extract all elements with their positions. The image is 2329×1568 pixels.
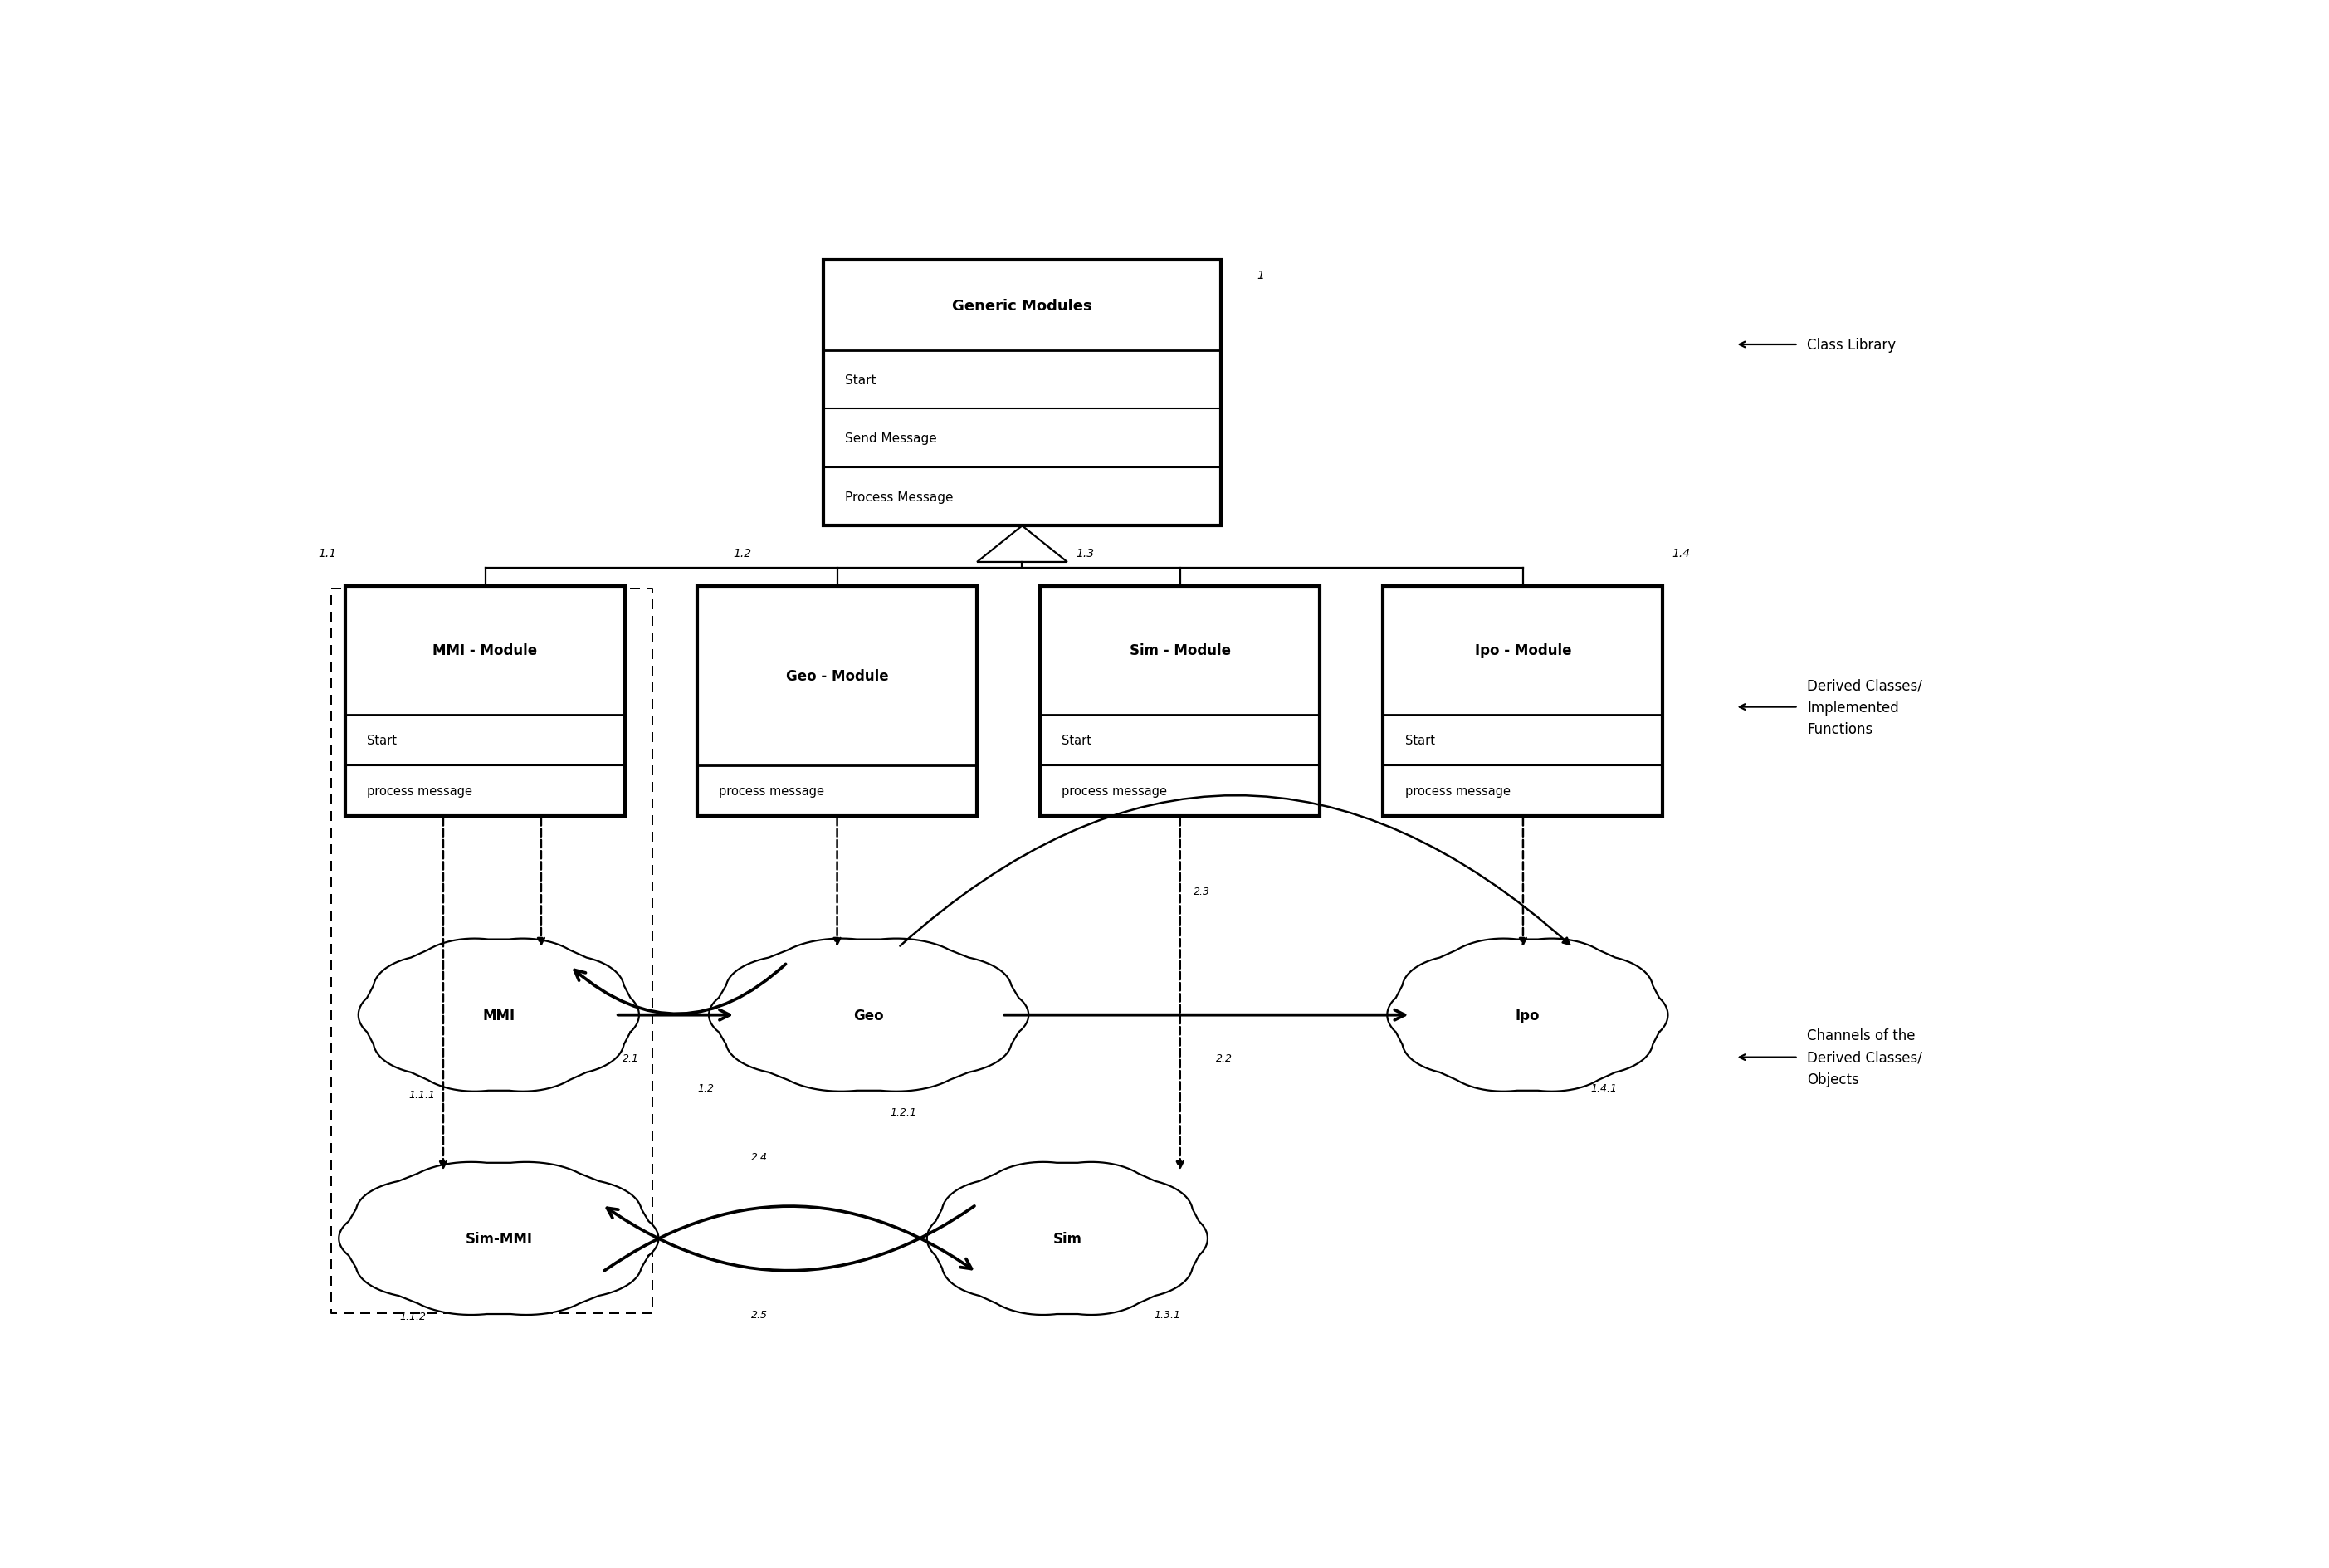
- Text: Start: Start: [845, 373, 876, 386]
- Text: Generic Modules: Generic Modules: [953, 298, 1092, 314]
- Text: 2.2: 2.2: [1216, 1052, 1232, 1063]
- Bar: [1041, 586, 1321, 815]
- Text: Process Message: Process Message: [845, 491, 953, 503]
- Bar: [696, 586, 978, 815]
- Text: Geo: Geo: [852, 1008, 885, 1022]
- Text: 1.1.1: 1.1.1: [408, 1090, 436, 1099]
- Text: 1.2: 1.2: [734, 547, 752, 558]
- Text: Send Message: Send Message: [845, 433, 936, 445]
- Polygon shape: [359, 939, 638, 1091]
- Text: 1: 1: [1258, 270, 1265, 281]
- Text: MMI - Module: MMI - Module: [433, 643, 538, 659]
- Bar: [345, 586, 624, 815]
- Bar: [1383, 586, 1663, 815]
- Text: 1.3: 1.3: [1076, 547, 1095, 558]
- Text: Start: Start: [1062, 734, 1092, 746]
- Text: Class Library: Class Library: [1807, 337, 1896, 353]
- Polygon shape: [927, 1162, 1209, 1316]
- Text: 2.4: 2.4: [752, 1152, 769, 1162]
- Polygon shape: [338, 1162, 659, 1316]
- Text: 1.2.1: 1.2.1: [890, 1107, 918, 1118]
- Text: 1.1: 1.1: [319, 547, 338, 558]
- Text: Ipo: Ipo: [1516, 1008, 1539, 1022]
- Bar: [824, 260, 1220, 527]
- Text: process message: process message: [1404, 784, 1509, 797]
- Text: Sim-MMI: Sim-MMI: [466, 1231, 533, 1247]
- Text: 2.3: 2.3: [1195, 886, 1211, 897]
- Text: 1.4: 1.4: [1672, 547, 1691, 558]
- Text: Ipo - Module: Ipo - Module: [1474, 643, 1572, 659]
- Text: 1.1.2: 1.1.2: [401, 1311, 426, 1322]
- Text: 1.3.1: 1.3.1: [1153, 1309, 1181, 1320]
- Text: process message: process message: [720, 784, 824, 797]
- Text: 2.1: 2.1: [622, 1052, 638, 1063]
- Text: Start: Start: [1404, 734, 1435, 746]
- Text: Derived Classes/
Implemented
Functions: Derived Classes/ Implemented Functions: [1807, 677, 1921, 737]
- Text: Sim: Sim: [1053, 1231, 1081, 1247]
- Polygon shape: [1388, 939, 1668, 1091]
- Text: MMI: MMI: [482, 1008, 515, 1022]
- Text: process message: process message: [368, 784, 473, 797]
- Text: 2.5: 2.5: [752, 1309, 769, 1320]
- Text: Channels of the
Derived Classes/
Objects: Channels of the Derived Classes/ Objects: [1807, 1029, 1921, 1087]
- Polygon shape: [708, 939, 1029, 1091]
- Text: 1.4.1: 1.4.1: [1591, 1083, 1616, 1094]
- Text: 1.2: 1.2: [696, 1083, 715, 1094]
- Text: Geo - Module: Geo - Module: [785, 668, 887, 684]
- Text: process message: process message: [1062, 784, 1167, 797]
- Text: Start: Start: [368, 734, 396, 746]
- Text: Sim - Module: Sim - Module: [1130, 643, 1230, 659]
